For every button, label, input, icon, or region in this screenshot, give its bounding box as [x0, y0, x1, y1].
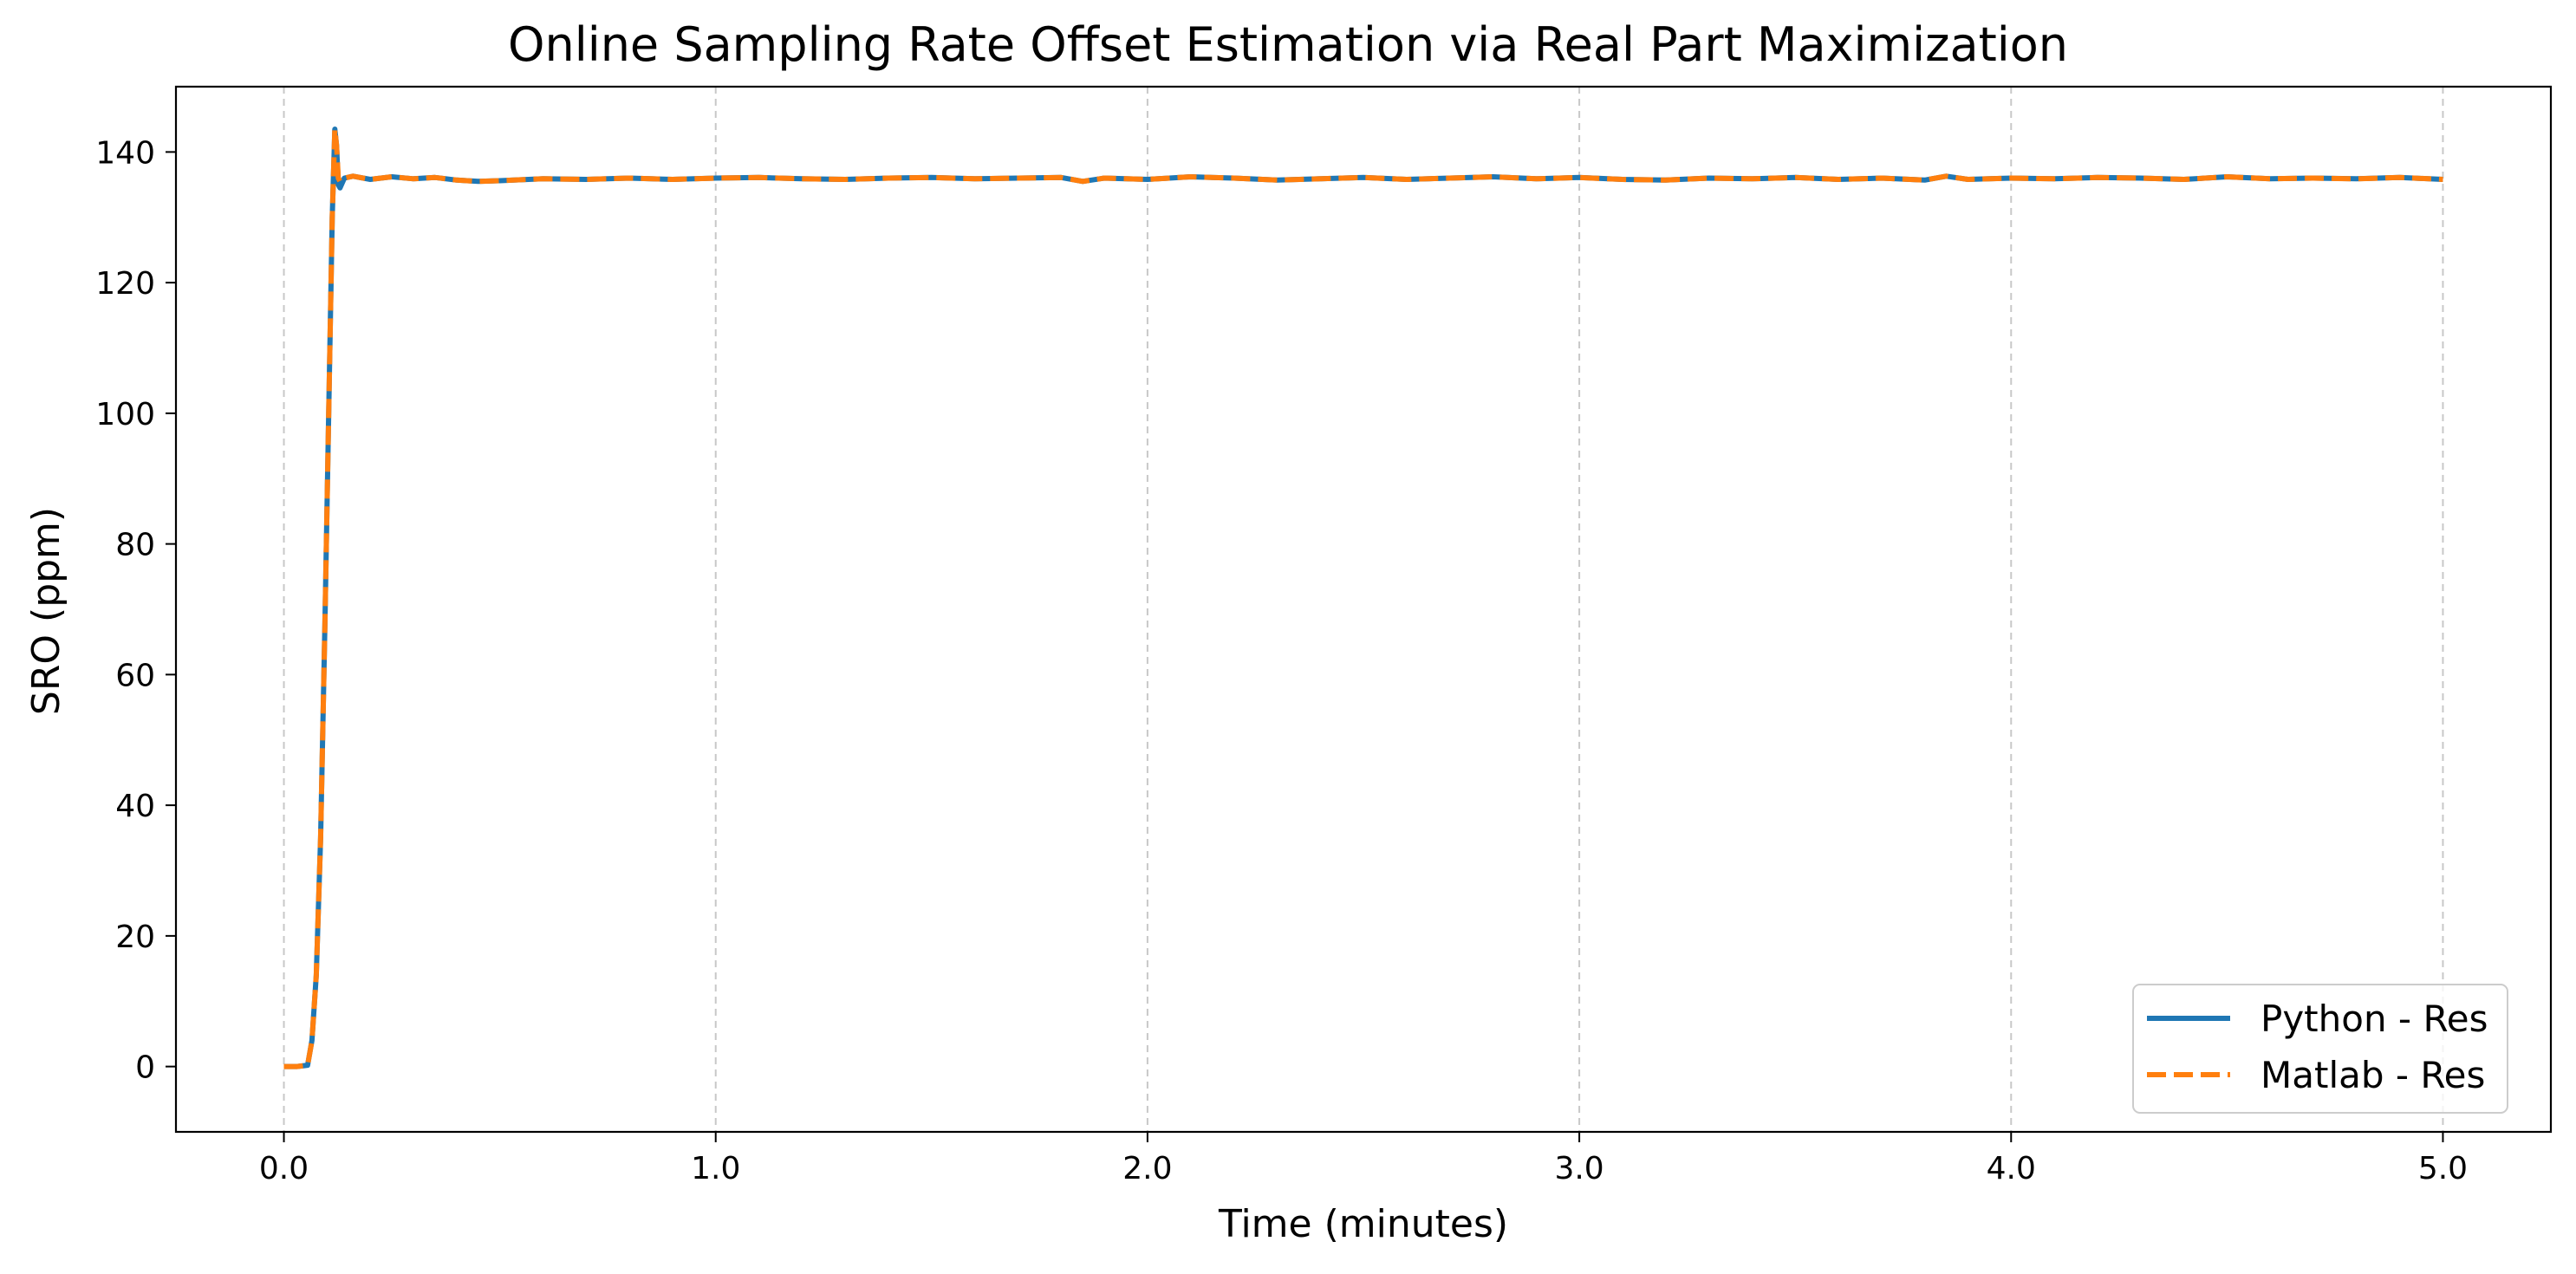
x-tick-label: 5.0: [2418, 1151, 2468, 1186]
chart-title: Online Sampling Rate Offset Estimation v…: [508, 17, 2068, 72]
y-tick-label: 0: [135, 1050, 155, 1086]
x-tick-label: 2.0: [1122, 1151, 1172, 1186]
y-axis-ticks: 0 20 40 60 80 100 120 140: [95, 135, 176, 1086]
series-line-matlab-res: [283, 127, 2443, 1069]
series-layer: [283, 127, 2443, 1069]
y-axis-label: SRO (ppm): [24, 507, 68, 715]
y-tick-label: 80: [115, 528, 155, 563]
x-gridlines: [283, 87, 2444, 1132]
x-tick-label: 3.0: [1554, 1151, 1603, 1186]
x-tick-label: 0.0: [259, 1151, 309, 1186]
y-tick-label: 60: [115, 658, 155, 693]
plot-area-frame: [174, 85, 2553, 1134]
legend-label-python-res: Python - Res: [2261, 998, 2488, 1040]
legend-label-matlab-res: Matlab - Res: [2261, 1054, 2485, 1096]
x-tick-label: 1.0: [691, 1151, 740, 1186]
y-tick-label: 120: [95, 266, 155, 302]
x-axis-label: Time (minutes): [1218, 1202, 1508, 1246]
y-tick-label: 40: [115, 789, 155, 824]
y-tick-label: 140: [95, 135, 155, 171]
y-tick-label: 100: [95, 397, 155, 432]
y-tick-label: 20: [115, 920, 155, 955]
legend: Python - Res Matlab - Res: [2132, 984, 2508, 1114]
x-axis-ticks: 0.0 1.0 2.0 3.0 4.0 5.0: [259, 1132, 2468, 1186]
x-tick-label: 4.0: [1987, 1151, 2036, 1186]
